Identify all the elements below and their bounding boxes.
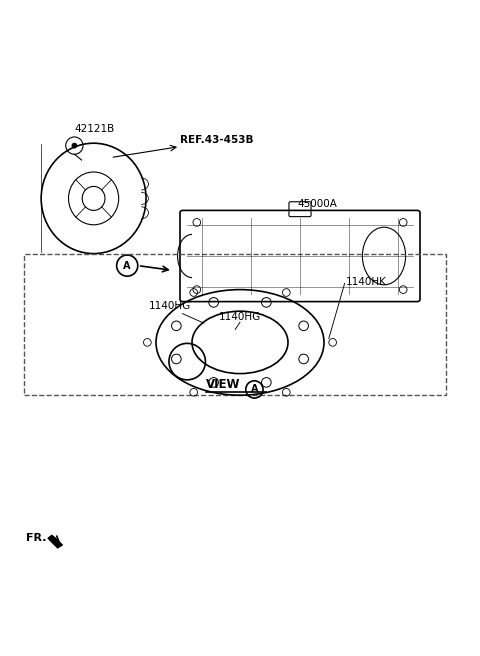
Circle shape (72, 143, 77, 148)
Text: FR.: FR. (26, 533, 47, 543)
Bar (24, 254, 446, 395)
Text: 1140HG: 1140HG (219, 312, 261, 322)
Text: 1140HG: 1140HG (149, 301, 191, 311)
Text: 1140HK: 1140HK (346, 277, 386, 287)
Polygon shape (48, 535, 62, 548)
Text: A: A (123, 260, 131, 270)
Text: 45000A: 45000A (298, 199, 337, 209)
Text: VIEW: VIEW (205, 379, 240, 392)
Text: A: A (251, 384, 258, 394)
Text: 42121B: 42121B (74, 123, 115, 134)
Text: REF.43-453B: REF.43-453B (180, 134, 253, 144)
